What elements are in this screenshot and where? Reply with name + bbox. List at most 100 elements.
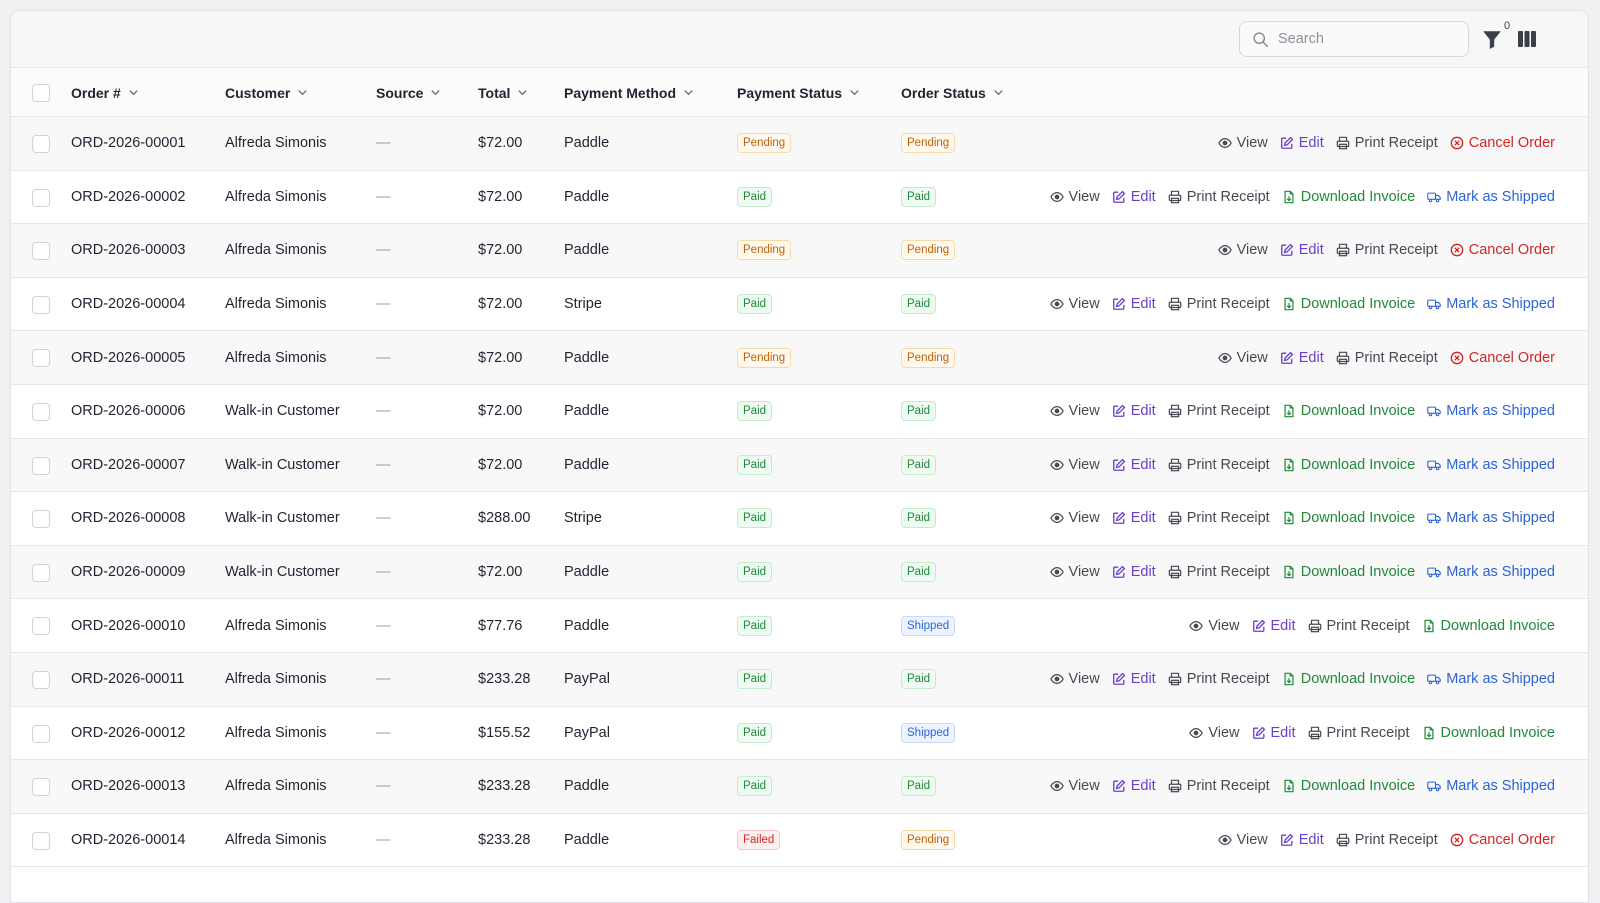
print-action[interactable]: Print Receipt <box>1336 135 1438 151</box>
edit-action[interactable]: Edit <box>1112 296 1156 312</box>
print-action[interactable]: Print Receipt <box>1336 832 1438 848</box>
search-box[interactable] <box>1239 21 1469 57</box>
row-checkbox[interactable] <box>32 831 50 850</box>
edit-action[interactable]: Edit <box>1280 350 1324 366</box>
table-row[interactable]: ORD-2026-00009 Walk-in Customer — $72.00 Pad… <box>11 545 1588 600</box>
invoice-action[interactable]: Download Invoice <box>1282 189 1415 205</box>
edit-action[interactable]: Edit <box>1280 832 1324 848</box>
print-action[interactable]: Print Receipt <box>1168 403 1270 419</box>
columns-toggle-icon[interactable] <box>1517 30 1537 48</box>
print-action[interactable]: Print Receipt <box>1168 457 1270 473</box>
view-action[interactable]: View <box>1049 778 1100 794</box>
table-row[interactable]: ORD-2026-00002 Alfreda Simonis — $72.00 Padd… <box>11 171 1588 225</box>
view-action[interactable]: View <box>1049 671 1100 687</box>
ship-action[interactable]: Mark as Shipped <box>1427 403 1555 419</box>
view-action[interactable]: View <box>1049 403 1100 419</box>
row-checkbox[interactable] <box>32 724 50 743</box>
table-row[interactable]: ORD-2026-00012 Alfreda Simonis — $155.52 Pay… <box>11 707 1588 761</box>
table-row[interactable]: ORD-2026-00005 Alfreda Simonis — $72.00 Padd… <box>11 331 1588 385</box>
print-action[interactable]: Print Receipt <box>1168 671 1270 687</box>
row-checkbox[interactable] <box>32 242 50 261</box>
table-row[interactable]: ORD-2026-00010 Alfreda Simonis — $77.76 Padd… <box>11 599 1588 653</box>
cancel-action[interactable]: Cancel Order <box>1450 242 1555 258</box>
column-header-order[interactable]: Order # <box>71 68 139 117</box>
edit-action[interactable]: Edit <box>1280 242 1324 258</box>
print-action[interactable]: Print Receipt <box>1168 778 1270 794</box>
view-action[interactable]: View <box>1217 242 1268 258</box>
edit-action[interactable]: Edit <box>1112 189 1156 205</box>
column-header-ostatus[interactable]: Order Status <box>901 68 1004 117</box>
table-row[interactable]: ORD-2026-00008 Walk-in Customer — $288.00 St… <box>11 492 1588 546</box>
invoice-action[interactable]: Download Invoice <box>1282 510 1415 526</box>
view-action[interactable]: View <box>1049 189 1100 205</box>
edit-action[interactable]: Edit <box>1112 457 1156 473</box>
edit-action[interactable]: Edit <box>1112 564 1156 580</box>
row-checkbox[interactable] <box>32 778 50 797</box>
ship-action[interactable]: Mark as Shipped <box>1427 778 1555 794</box>
cancel-action[interactable]: Cancel Order <box>1450 832 1555 848</box>
edit-action[interactable]: Edit <box>1112 671 1156 687</box>
edit-action[interactable]: Edit <box>1252 725 1296 741</box>
row-checkbox[interactable] <box>32 135 50 153</box>
view-action[interactable]: View <box>1189 618 1240 634</box>
edit-action[interactable]: Edit <box>1280 135 1324 151</box>
row-checkbox[interactable] <box>32 402 50 421</box>
table-row[interactable]: ORD-2026-00001 Alfreda Simonis — $72.00 Padd… <box>11 117 1588 171</box>
row-checkbox[interactable] <box>32 188 50 207</box>
invoice-action[interactable]: Download Invoice <box>1282 564 1415 580</box>
column-header-source[interactable]: Source <box>376 68 441 117</box>
ship-action[interactable]: Mark as Shipped <box>1427 296 1555 312</box>
ship-action[interactable]: Mark as Shipped <box>1427 564 1555 580</box>
row-checkbox[interactable] <box>32 510 50 529</box>
invoice-action[interactable]: Download Invoice <box>1282 403 1415 419</box>
view-action[interactable]: View <box>1217 350 1268 366</box>
ship-action[interactable]: Mark as Shipped <box>1427 457 1555 473</box>
edit-action[interactable]: Edit <box>1112 778 1156 794</box>
ship-action[interactable]: Mark as Shipped <box>1427 189 1555 205</box>
table-row[interactable]: ORD-2026-00007 Walk-in Customer — $72.00 Pad… <box>11 438 1588 493</box>
print-action[interactable]: Print Receipt <box>1168 189 1270 205</box>
column-header-total[interactable]: Total <box>478 68 528 117</box>
cancel-action[interactable]: Cancel Order <box>1450 135 1555 151</box>
print-action[interactable]: Print Receipt <box>1336 350 1438 366</box>
edit-action[interactable]: Edit <box>1252 618 1296 634</box>
table-row[interactable]: ORD-2026-00004 Alfreda Simonis — $72.00 Stri… <box>11 278 1588 332</box>
invoice-action[interactable]: Download Invoice <box>1422 725 1555 741</box>
invoice-action[interactable]: Download Invoice <box>1422 618 1555 634</box>
invoice-action[interactable]: Download Invoice <box>1282 778 1415 794</box>
row-checkbox[interactable] <box>32 295 50 314</box>
row-checkbox[interactable] <box>32 617 50 636</box>
ship-action[interactable]: Mark as Shipped <box>1427 510 1555 526</box>
view-action[interactable]: View <box>1217 832 1268 848</box>
ship-action[interactable]: Mark as Shipped <box>1427 671 1555 687</box>
search-input[interactable] <box>1278 31 1458 47</box>
select-all-checkbox[interactable] <box>32 84 50 102</box>
cancel-action[interactable]: Cancel Order <box>1450 350 1555 366</box>
view-action[interactable]: View <box>1049 296 1100 312</box>
table-row[interactable]: ORD-2026-00013 Alfreda Simonis — $233.28 Pad… <box>11 760 1588 814</box>
view-action[interactable]: View <box>1049 510 1100 526</box>
table-row[interactable]: ORD-2026-00003 Alfreda Simonis — $72.00 Padd… <box>11 224 1588 278</box>
column-header-method[interactable]: Payment Method <box>564 68 694 117</box>
print-action[interactable]: Print Receipt <box>1336 242 1438 258</box>
print-action[interactable]: Print Receipt <box>1168 564 1270 580</box>
print-action[interactable]: Print Receipt <box>1308 725 1410 741</box>
row-checkbox[interactable] <box>32 456 50 475</box>
view-action[interactable]: View <box>1217 135 1268 151</box>
column-header-pstatus[interactable]: Payment Status <box>737 68 860 117</box>
view-action[interactable]: View <box>1049 457 1100 473</box>
invoice-action[interactable]: Download Invoice <box>1282 457 1415 473</box>
print-action[interactable]: Print Receipt <box>1308 618 1410 634</box>
row-checkbox[interactable] <box>32 563 50 582</box>
view-action[interactable]: View <box>1189 725 1240 741</box>
print-action[interactable]: Print Receipt <box>1168 296 1270 312</box>
table-row[interactable]: ORD-2026-00011 Alfreda Simonis — $233.28 Pay… <box>11 652 1588 707</box>
table-row[interactable]: ORD-2026-00014 Alfreda Simonis — $233.28 Pad… <box>11 814 1588 868</box>
filter-icon[interactable] <box>1481 27 1503 51</box>
row-checkbox[interactable] <box>32 349 50 368</box>
table-row[interactable]: ORD-2026-00006 Walk-in Customer — $72.00 Pad… <box>11 385 1588 439</box>
column-header-customer[interactable]: Customer <box>225 68 308 117</box>
invoice-action[interactable]: Download Invoice <box>1282 671 1415 687</box>
print-action[interactable]: Print Receipt <box>1168 510 1270 526</box>
row-checkbox[interactable] <box>32 670 50 689</box>
